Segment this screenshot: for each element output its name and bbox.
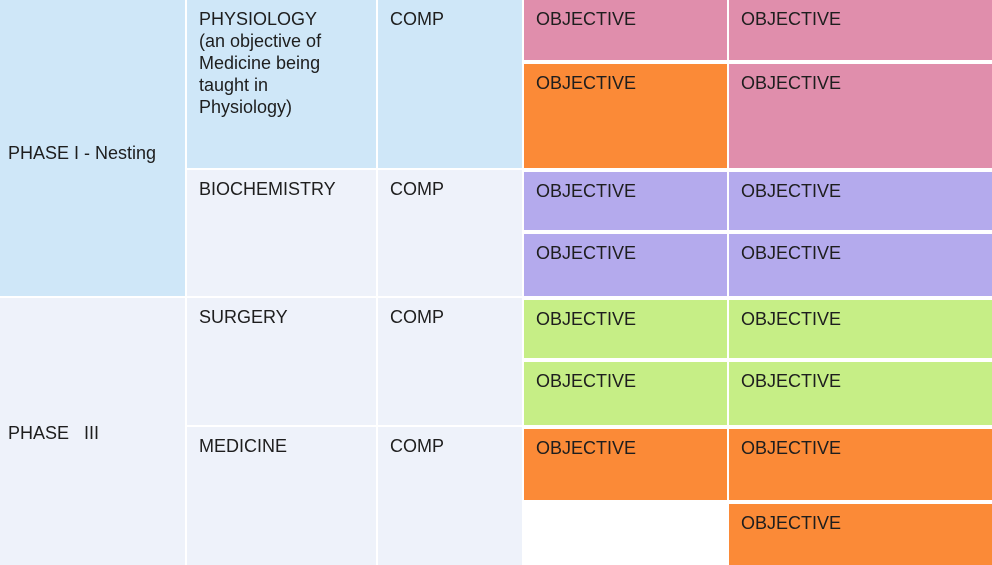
subject-name: SURGERY — [199, 307, 288, 327]
subject-name: MEDICINE — [199, 436, 288, 456]
phase-cell: PHASE I - Nesting — [0, 0, 185, 296]
comp-label: COMP — [390, 179, 444, 199]
subject-cell: PHYSIOLOGY (an objective of Medicine bei… — [187, 0, 376, 168]
objective-cell: OBJECTIVE — [524, 172, 727, 230]
comp-label: COMP — [390, 436, 444, 456]
comp-cell: COMP — [378, 0, 522, 168]
objective-cell: OBJECTIVE — [729, 172, 992, 230]
subject-cell: BIOCHEMISTRY — [187, 170, 376, 296]
objective-cell: OBJECTIVE — [524, 300, 727, 358]
objective-cell: OBJECTIVE — [524, 362, 727, 425]
subject-name: BIOCHEMISTRY — [199, 179, 336, 199]
phase-label: PHASE I - Nesting — [8, 143, 157, 163]
comp-label: COMP — [390, 307, 444, 327]
subject-cell: SURGERY — [187, 298, 376, 425]
objective-cell: OBJECTIVE — [729, 362, 992, 425]
comp-cell: COMP — [378, 170, 522, 296]
objective-cell: OBJECTIVE — [729, 429, 992, 500]
objective-cell: OBJECTIVE — [524, 64, 727, 168]
comp-label: COMP — [390, 9, 444, 29]
objective-cell: OBJECTIVE — [524, 0, 727, 60]
objective-cell: OBJECTIVE — [524, 234, 727, 296]
comp-cell: COMP — [378, 298, 522, 425]
objective-cell: OBJECTIVE — [729, 504, 992, 565]
subject-cell: MEDICINE — [187, 427, 376, 565]
objective-cell: OBJECTIVE — [729, 0, 992, 60]
objective-cell: OBJECTIVE — [729, 234, 992, 296]
subject-name: PHYSIOLOGY — [199, 9, 318, 29]
objective-cell: OBJECTIVE — [729, 64, 992, 168]
comp-cell: COMP — [378, 427, 522, 565]
phase-label: PHASE III — [8, 422, 100, 443]
phase-cell: PHASE III — [0, 298, 185, 565]
objective-cell: OBJECTIVE — [729, 300, 992, 358]
objective-cell: OBJECTIVE — [524, 429, 727, 500]
subject-note: (an objective of Medicine being taught i… — [199, 31, 322, 117]
